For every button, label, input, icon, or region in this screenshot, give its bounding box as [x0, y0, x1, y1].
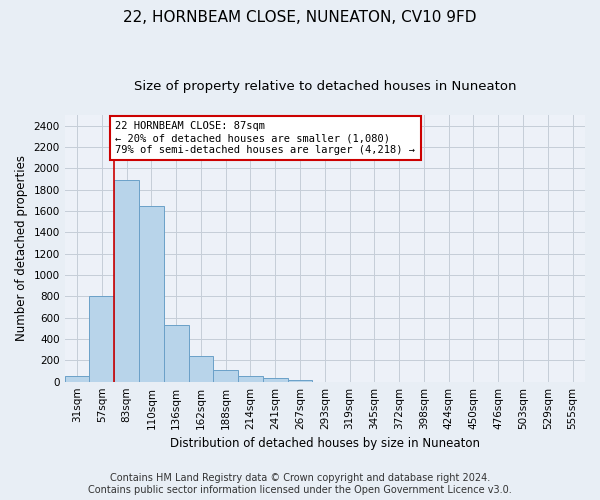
- Text: Contains HM Land Registry data © Crown copyright and database right 2024.
Contai: Contains HM Land Registry data © Crown c…: [88, 474, 512, 495]
- Bar: [214, 370, 238, 382]
- Bar: [139, 206, 164, 382]
- Bar: [263, 378, 287, 382]
- Title: Size of property relative to detached houses in Nuneaton: Size of property relative to detached ho…: [134, 80, 516, 93]
- Bar: [188, 356, 214, 382]
- Bar: [114, 180, 139, 382]
- Text: 22 HORNBEAM CLOSE: 87sqm
← 20% of detached houses are smaller (1,080)
79% of sem: 22 HORNBEAM CLOSE: 87sqm ← 20% of detach…: [115, 122, 415, 154]
- Bar: [164, 324, 188, 382]
- Bar: [65, 376, 89, 382]
- Bar: [238, 376, 263, 382]
- Y-axis label: Number of detached properties: Number of detached properties: [15, 156, 28, 342]
- Bar: [89, 296, 114, 382]
- Text: 22, HORNBEAM CLOSE, NUNEATON, CV10 9FD: 22, HORNBEAM CLOSE, NUNEATON, CV10 9FD: [123, 10, 477, 25]
- X-axis label: Distribution of detached houses by size in Nuneaton: Distribution of detached houses by size …: [170, 437, 480, 450]
- Bar: [287, 380, 313, 382]
